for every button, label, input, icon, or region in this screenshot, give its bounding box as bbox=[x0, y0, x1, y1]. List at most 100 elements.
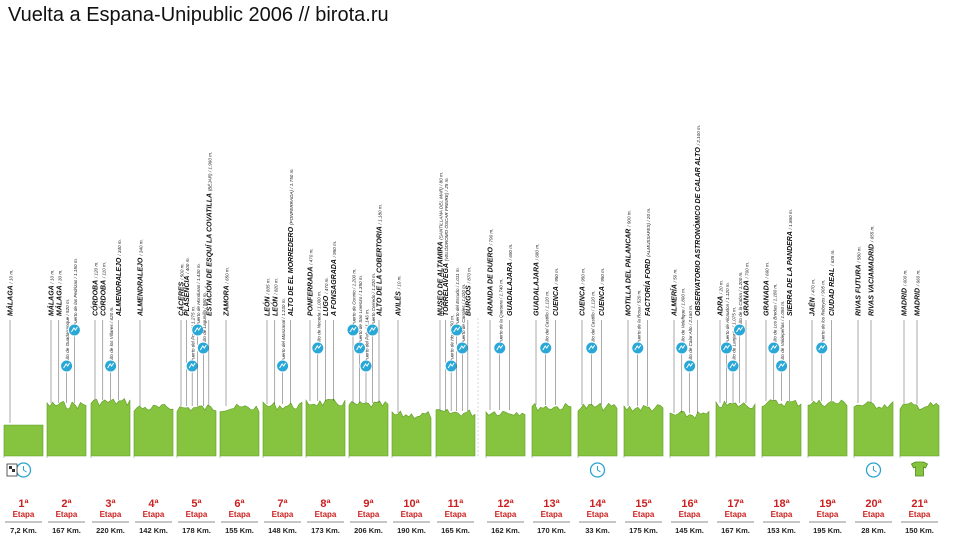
stage-distance: 148 Km. bbox=[268, 526, 297, 535]
stage-word: Etapa bbox=[272, 510, 294, 519]
stage-profile bbox=[669, 410, 710, 457]
town-label: GUADALAJARA / 690 m. bbox=[507, 244, 514, 316]
stage-number: 14ª bbox=[589, 498, 606, 510]
town-label: LUGO / 470 m. bbox=[323, 277, 330, 316]
stage-word: Etapa bbox=[229, 510, 251, 519]
climb-label: Alto de Calar Alto / 2.160 m. bbox=[688, 305, 693, 363]
stage-distance: 175 Km. bbox=[629, 526, 658, 535]
town-label: ADRA / 20 m. bbox=[718, 280, 725, 317]
stage-distance: 206 Km. bbox=[354, 526, 383, 535]
climb-badge-icon bbox=[311, 341, 325, 355]
climb-label: Alto de Lagunilla / 960 m. bbox=[202, 292, 207, 345]
town-label: ZAMORA / 650 m. bbox=[224, 267, 231, 317]
stage-word: Etapa bbox=[13, 510, 35, 519]
stage-profile bbox=[435, 408, 476, 457]
climb-label: Puerto de los Reboyos / 905 m. bbox=[820, 280, 825, 344]
climb-badge-icon bbox=[444, 359, 458, 373]
town-label: CUENCA / 950 m. bbox=[580, 268, 587, 316]
stage-word: Etapa bbox=[315, 510, 337, 519]
climb-badge-icon bbox=[815, 341, 829, 355]
town-label: MÁLAGA / 30 m. bbox=[54, 270, 63, 316]
stage-2-group: MÁLAGA / 10 m.MÁLAGA / 30 m.Alto de Guad… bbox=[47, 258, 87, 535]
town-label: MOTILLA DEL PALANCAR / 900 m. bbox=[626, 210, 633, 316]
climb-label: Alto de Noceda / 1.000 m. bbox=[316, 291, 321, 345]
climb-label: Alto del Castillo / 1.120 m. bbox=[590, 291, 595, 345]
town-label: RIVAS VACIAMADRID / 655 m. bbox=[869, 225, 876, 316]
climb-badge-icon bbox=[631, 341, 645, 355]
stage-word: Etapa bbox=[633, 510, 655, 519]
stage-distance: 165 Km. bbox=[441, 526, 470, 535]
town-label: JAÉN / 470 m. bbox=[808, 279, 817, 316]
climb-label: Alto de Lanjarón / 1.075 m. bbox=[732, 307, 737, 363]
town-label: MUSEO DE ALTAMIRA (SANTILLANA DEL MAR) /… bbox=[438, 172, 445, 316]
town-label: MADRID / 600 m. bbox=[902, 269, 909, 316]
town-label: BURGOS / 870 m. bbox=[465, 267, 472, 316]
stage-distance: 7,2 Km. bbox=[10, 526, 37, 535]
climb-badge-icon bbox=[726, 359, 740, 373]
stage-distance: 162 Km. bbox=[491, 526, 520, 535]
town-label: CIUDAD REAL / 635 m. bbox=[829, 249, 836, 316]
stage-distance: 155 Km. bbox=[225, 526, 254, 535]
town-label: RIVAS FUTURA / 580 m. bbox=[856, 246, 863, 316]
town-label: ALMERÍA / 50 m. bbox=[670, 268, 679, 317]
stage-distance: 167 Km. bbox=[52, 526, 81, 535]
climb-badge-icon bbox=[539, 341, 553, 355]
stage-number: 17ª bbox=[727, 498, 744, 510]
stage-number: 1ª bbox=[18, 498, 29, 510]
stage-profile bbox=[3, 424, 44, 457]
stage-word: Etapa bbox=[56, 510, 78, 519]
stage-profile bbox=[348, 400, 389, 457]
stage-distance: 190 Km. bbox=[397, 526, 426, 535]
climb-badge-icon bbox=[60, 359, 74, 373]
town-label: ALTO DE EL MORREDERO (PONFERRADA) / 1.75… bbox=[288, 168, 295, 317]
climb-label: Alto de Velefique / 1.800 m. bbox=[680, 288, 685, 345]
stage-profile bbox=[623, 404, 664, 457]
stage-word: Etapa bbox=[863, 510, 885, 519]
stage-number: 13ª bbox=[543, 498, 560, 510]
climb-label: Puerto del Escudo / 1.011 m. bbox=[455, 267, 460, 326]
town-label: ARANDA DE DUERO / 790 m. bbox=[488, 228, 495, 317]
stage-distance: 195 Km. bbox=[813, 526, 842, 535]
stage-7-group: LEÓN / 835 m.LEÓN / 820 m.Puerto del Man… bbox=[263, 168, 303, 535]
town-label: CÓRDOBA / 120 m. bbox=[91, 262, 100, 316]
stage-number: 16ª bbox=[681, 498, 698, 510]
stage-number: 19ª bbox=[819, 498, 836, 510]
page-title: Vuelta a Espana-Unipublic 2006 // birota… bbox=[8, 4, 389, 26]
town-label: LEÓN / 835 m. bbox=[263, 278, 272, 316]
climb-label: Alto de Los Bredas / 1.180 m. bbox=[772, 283, 777, 345]
stage-profile bbox=[305, 398, 346, 457]
town-label: PLASENCIA / 400 m. bbox=[184, 257, 191, 316]
stage-number: 6ª bbox=[234, 498, 245, 510]
climb-label: Puerto de Connio / 1.200 m. bbox=[352, 269, 357, 326]
stage-profile bbox=[133, 404, 174, 457]
climb-badge-icon bbox=[276, 359, 290, 373]
stage-word: Etapa bbox=[143, 510, 165, 519]
stage-number: 15ª bbox=[635, 498, 652, 510]
stage-number: 12ª bbox=[497, 498, 514, 510]
stage-number: 21ª bbox=[911, 498, 928, 510]
stage-word: Etapa bbox=[495, 510, 517, 519]
stage-number: 4ª bbox=[148, 498, 159, 510]
town-label: TORRELAVEGA (VELÓDROMO ÓSCAR FREIRE) / 2… bbox=[443, 177, 450, 316]
stage-number: 8ª bbox=[320, 498, 331, 510]
stage-5-group: CÁCERES / 500 m.PLASENCIA / 400 m. Puerto… bbox=[177, 152, 217, 535]
town-label: GRANADA / 660 m. bbox=[764, 262, 771, 316]
stage-number: 9ª bbox=[363, 498, 374, 510]
stage-number: 11ª bbox=[448, 498, 465, 510]
stage-profile bbox=[219, 403, 260, 457]
town-label: PONFERRADA / 470 m. bbox=[308, 248, 315, 316]
town-label: AVILÉS / 10 m. bbox=[394, 275, 403, 317]
stage-distance: 170 Km. bbox=[537, 526, 566, 535]
stage-word: Etapa bbox=[100, 510, 122, 519]
stage-word: Etapa bbox=[401, 510, 423, 519]
stage-word: Etapa bbox=[909, 510, 931, 519]
stage-number: 18ª bbox=[773, 498, 790, 510]
stage-14-group: CUENCA / 950 m.Alto del Castillo / 1.120… bbox=[577, 268, 618, 535]
town-label: MÁLAGA / 10 m. bbox=[47, 270, 56, 316]
climb-badge-icon bbox=[359, 359, 373, 373]
stage-distance: 150 Km. bbox=[905, 526, 934, 535]
